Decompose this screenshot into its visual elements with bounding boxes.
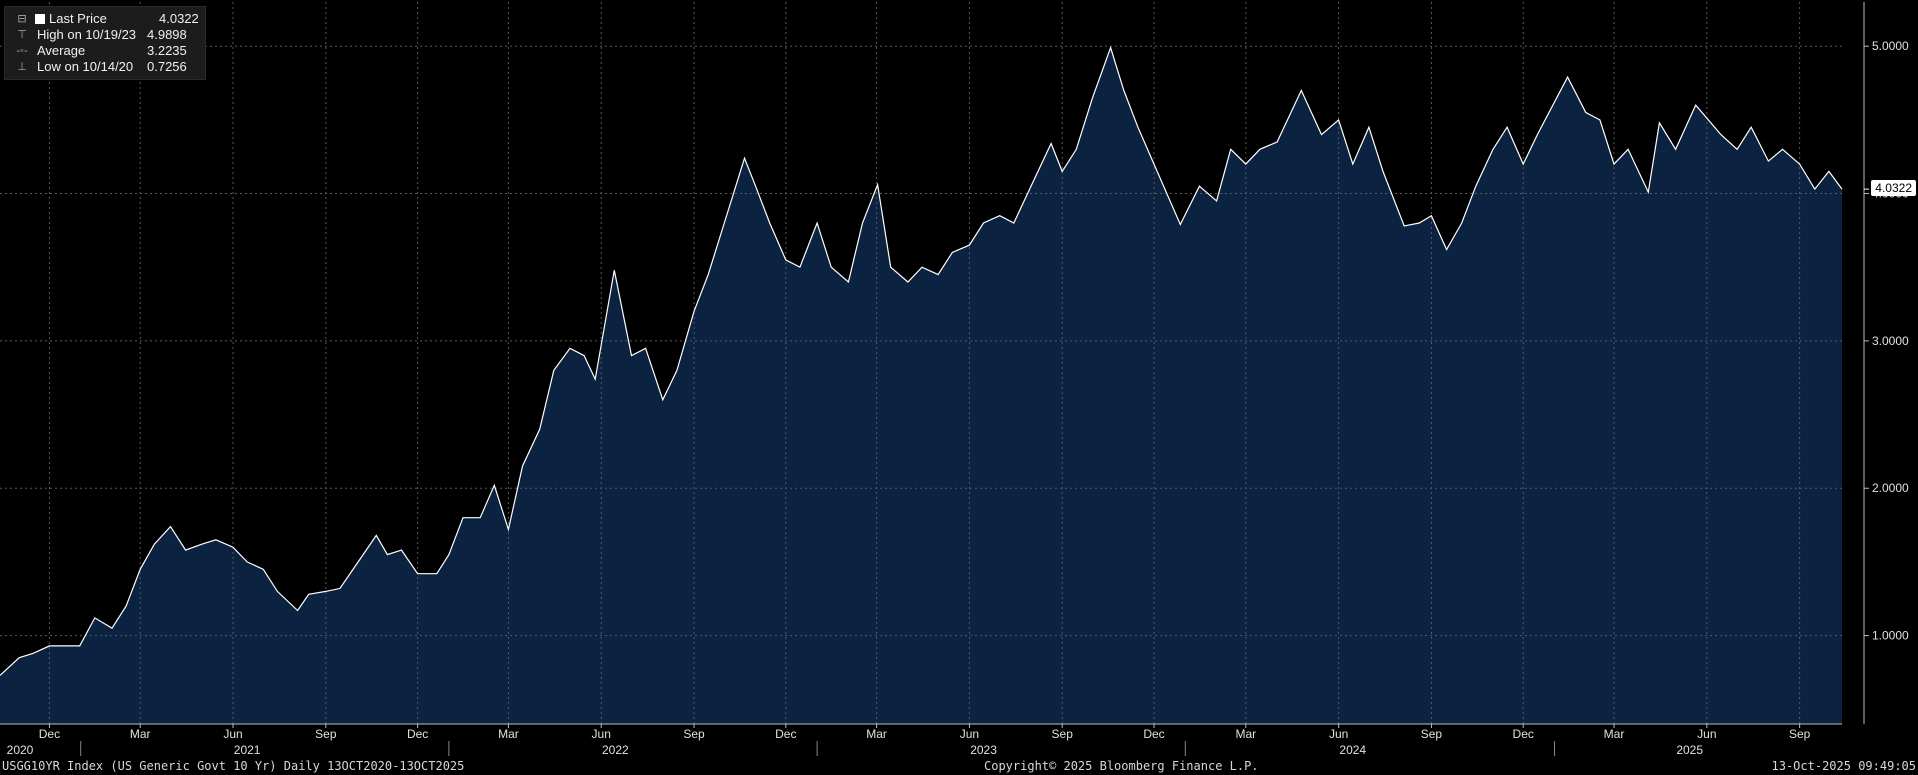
x-tick-label: Dec <box>39 727 60 741</box>
x-tick-label: Sep <box>315 727 337 741</box>
footer-copyright: Copyright© 2025 Bloomberg Finance L.P. <box>984 759 1259 773</box>
year-label: 2023 <box>970 743 997 757</box>
y-tick-label: 3.0000 <box>1872 334 1909 348</box>
x-tick-label: Sep <box>1052 727 1074 741</box>
x-tick-label: Sep <box>1421 727 1443 741</box>
legend-label: High on 10/19/23 <box>37 27 137 42</box>
x-tick-label: Dec <box>1513 727 1534 741</box>
year-label: 2024 <box>1339 743 1366 757</box>
legend-item-average[interactable]: -◦- Average 3.2235 <box>13 43 199 59</box>
x-tick-label: Sep <box>1789 727 1811 741</box>
x-tick-label: Sep <box>683 727 705 741</box>
legend-item-low[interactable]: ⊥ Low on 10/14/20 0.7256 <box>13 59 199 75</box>
x-tick-label: Dec <box>775 727 796 741</box>
year-label: 2022 <box>602 743 629 757</box>
legend-value: 4.0322 <box>159 11 199 26</box>
filled-square-icon <box>35 14 45 24</box>
grid-overlay <box>0 2 1842 724</box>
x-tick-label: Jun <box>1697 727 1716 741</box>
x-tick-label: Jun <box>960 727 979 741</box>
x-tick-label: Jun <box>592 727 611 741</box>
year-label: 2020 <box>7 743 34 757</box>
footer-timestamp: 13-Oct-2025 09:49:05 <box>1771 759 1917 773</box>
x-axis: Dec Mar Jun Sep Dec Mar Jun Sep Dec Mar Jun Sep Dec M… <box>0 723 1842 757</box>
x-tick-label: Mar <box>498 727 519 741</box>
chart-legend: ⊟ Last Price 4.0322 ⊤ High on 10/19/23 4… <box>4 6 206 80</box>
high-marker-icon: ⊤ <box>17 29 27 41</box>
x-tick-label: Jun <box>223 727 242 741</box>
x-tick-label: Mar <box>130 727 151 741</box>
x-tick-label: Jun <box>1329 727 1348 741</box>
average-marker-icon: -◦- <box>16 45 28 57</box>
year-label: 2025 <box>1676 743 1703 757</box>
x-tick-label: Dec <box>1143 727 1164 741</box>
legend-label: Last Price <box>49 11 107 26</box>
legend-value: 4.9898 <box>147 27 187 42</box>
legend-value: 3.2235 <box>147 43 187 58</box>
price-line <box>0 45 1843 676</box>
x-tick-label: Mar <box>1604 727 1625 741</box>
price-area <box>0 47 1842 724</box>
y-tick-label: 5.0000 <box>1872 39 1909 53</box>
collapse-icon[interactable]: ⊟ <box>17 13 27 25</box>
x-tick-label: Mar <box>1235 727 1256 741</box>
footer-security-description: USGG10YR Index (US Generic Govt 10 Yr) D… <box>2 759 465 773</box>
year-label: 2021 <box>234 743 261 757</box>
legend-label: Average <box>37 43 86 58</box>
legend-item-last-price[interactable]: ⊟ Last Price 4.0322 <box>13 11 199 27</box>
x-tick-label: Dec <box>407 727 428 741</box>
legend-item-high[interactable]: ⊤ High on 10/19/23 4.9898 <box>13 27 199 43</box>
x-tick-label: Mar <box>866 727 887 741</box>
low-marker-icon: ⊥ <box>17 61 27 73</box>
y-tick-label: 2.0000 <box>1872 481 1909 495</box>
y-tick-label: 1.0000 <box>1872 629 1909 643</box>
legend-value: 0.7256 <box>147 59 187 74</box>
legend-label: Low on 10/14/20 <box>37 59 134 74</box>
last-price-tag: 4.0322 <box>1871 180 1916 197</box>
